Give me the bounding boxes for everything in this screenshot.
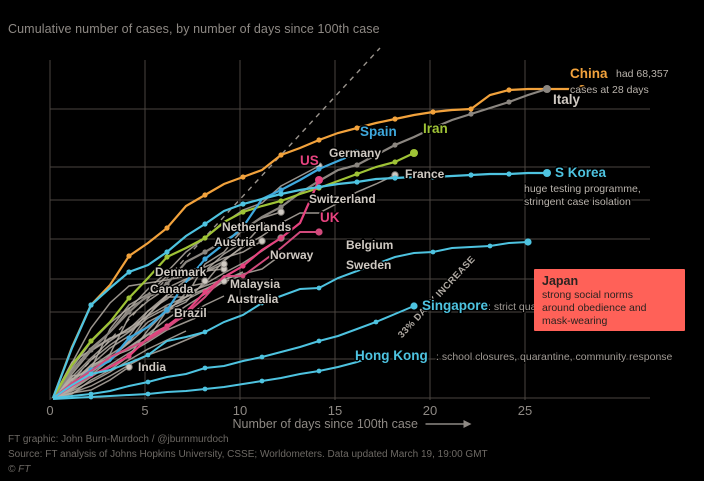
- xtick-5: 5: [141, 403, 149, 418]
- chart-title: Cumulative number of cases, by number of…: [8, 22, 380, 36]
- series-label-singapore[interactable]: Singapore: [422, 298, 489, 313]
- japan-callout-line3: mask-wearing: [542, 315, 608, 328]
- endpoint-skorea: [543, 169, 551, 177]
- endpoint-uk: [315, 228, 323, 236]
- line-australia: [52, 280, 225, 399]
- series-label-norway[interactable]: Norway: [270, 248, 314, 262]
- series-label-china[interactable]: China: [570, 66, 608, 81]
- line-singapore: [52, 305, 415, 399]
- highlight-countries-layer: [51, 85, 586, 400]
- arrow-right-icon: [425, 418, 472, 432]
- line-japan: [52, 241, 529, 399]
- series-label-belgium[interactable]: Belgium: [346, 238, 394, 252]
- series-label-germany[interactable]: Germany: [329, 146, 382, 160]
- line-uk: [52, 231, 319, 399]
- plot-area: 33% DAILY INCREASE China had 68,357 case…: [46, 47, 685, 418]
- footer-copyright: © FT: [8, 464, 31, 475]
- endpoint-netherlands: [258, 221, 266, 229]
- japan-callout-title: Japan: [542, 274, 579, 288]
- line-skorea: [51, 171, 547, 399]
- series-label-spain[interactable]: Spain: [360, 124, 397, 139]
- line-other-b: [52, 313, 206, 399]
- series-label-netherlands[interactable]: Netherlands: [222, 220, 292, 234]
- endpoint-singapore: [410, 302, 418, 310]
- series-label-italy[interactable]: Italy: [553, 92, 581, 107]
- endpoint-malaysia: [220, 260, 228, 268]
- footer-credit: FT graphic: John Burn-Murdoch / @jburnmu…: [8, 434, 229, 445]
- series-label-austria[interactable]: Austria: [214, 235, 256, 249]
- series-label-canada[interactable]: Canada: [150, 282, 194, 296]
- endpoint-hongkong: [372, 351, 380, 359]
- series-label-brazil[interactable]: Brazil: [174, 306, 207, 320]
- endpoint-sweden: [277, 251, 285, 259]
- endpoint-us: [315, 176, 323, 184]
- japan-callout-line2: around obedience and: [542, 302, 647, 315]
- xtick-10: 10: [232, 403, 248, 418]
- hongkong-note: : school closures, quarantine, community…: [436, 351, 673, 363]
- japan-callout-line1: strong social norms: [542, 289, 634, 301]
- xtick-0: 0: [46, 403, 54, 418]
- line-hongkong: [52, 354, 377, 400]
- endpoint-iran: [410, 149, 418, 157]
- series-label-malaysia[interactable]: Malaysia: [230, 277, 281, 291]
- line-canada: [52, 280, 206, 399]
- series-label-uk[interactable]: UK: [320, 210, 340, 225]
- skorea-note-line1: huge testing programme,: [524, 183, 641, 195]
- series-label-india[interactable]: India: [138, 360, 167, 374]
- xtick-25: 25: [517, 403, 533, 418]
- series-label-france[interactable]: France: [405, 167, 445, 181]
- endpoint-spain: [353, 149, 361, 157]
- x-axis-label-text: Number of days since 100th case: [232, 417, 419, 431]
- endpoint-canada: [201, 277, 209, 285]
- endpoint-italy: [543, 85, 551, 93]
- series-label-us[interactable]: US: [300, 153, 319, 168]
- series-label-skorea[interactable]: S Korea: [555, 165, 607, 180]
- series-label-australia[interactable]: Australia: [227, 292, 279, 306]
- xtick-15: 15: [327, 403, 343, 418]
- x-axis-label: Number of days since 100th case: [232, 417, 472, 432]
- xtick-20: 20: [422, 403, 438, 418]
- endpoint-austria: [239, 238, 247, 246]
- endpoint-norway: [258, 237, 266, 245]
- china-note-line1: had 68,357: [616, 68, 669, 80]
- series-label-iran[interactable]: Iran: [423, 121, 448, 136]
- line-iran: [52, 152, 415, 399]
- series-label-sweden[interactable]: Sweden: [346, 258, 392, 272]
- line-france: [52, 174, 396, 399]
- skorea-note-line2: stringent case isolation: [524, 196, 631, 208]
- endpoint-china: [578, 85, 586, 93]
- japan-callout-box[interactable]: Japan strong social norms around obedien…: [534, 269, 685, 331]
- line-denmark: [52, 268, 225, 399]
- china-note-line2: cases at 28 days: [570, 84, 649, 96]
- footer-source: Source: FT analysis of Johns Hopkins Uni…: [8, 449, 488, 460]
- series-label-hongkong[interactable]: Hong Kong: [355, 348, 428, 363]
- series-label-switzerland[interactable]: Switzerland: [309, 192, 376, 206]
- endpoint-japan: [524, 238, 532, 246]
- series-label-denmark[interactable]: Denmark: [155, 265, 207, 279]
